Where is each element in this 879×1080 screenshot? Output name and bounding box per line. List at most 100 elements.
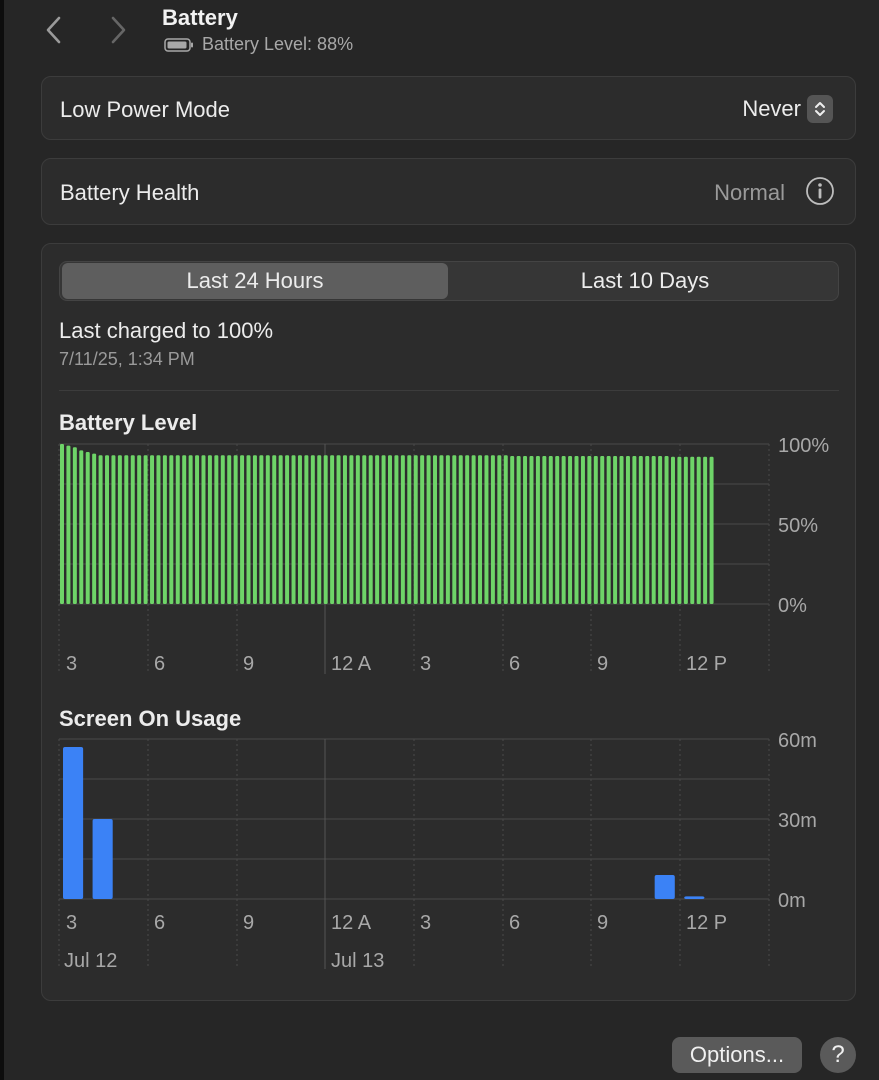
battery-bar <box>458 455 463 604</box>
battery-bar <box>561 456 566 604</box>
low-power-mode-row: Low Power Mode Never <box>41 76 856 140</box>
battery-bar <box>330 455 335 604</box>
date-label: Jul 13 <box>331 950 384 972</box>
battery-bar <box>227 455 232 604</box>
x-tick-label: 9 <box>597 653 608 675</box>
battery-bar <box>105 455 110 604</box>
battery-bar <box>497 455 502 604</box>
battery-bar <box>265 455 270 604</box>
battery-bar <box>342 455 347 604</box>
battery-bar <box>645 456 650 604</box>
tab-last-24-hours[interactable]: Last 24 Hours <box>62 263 448 299</box>
battery-bar <box>182 455 187 604</box>
battery-health-value: Normal <box>714 180 785 205</box>
battery-bar <box>304 455 309 604</box>
x-tick-label: 6 <box>154 653 165 675</box>
info-icon[interactable] <box>805 176 835 206</box>
battery-bar <box>323 455 328 604</box>
back-button[interactable] <box>34 10 74 50</box>
y-tick-label: 60m <box>778 730 817 752</box>
battery-bar <box>574 456 579 604</box>
battery-bar <box>600 456 605 604</box>
battery-bar <box>278 455 283 604</box>
battery-bar <box>252 455 257 604</box>
battery-bar <box>426 455 431 604</box>
battery-bar <box>175 455 180 604</box>
battery-bar <box>529 456 534 604</box>
battery-bar <box>555 456 560 604</box>
usage-bar <box>92 819 113 899</box>
battery-bar <box>510 456 515 604</box>
x-tick-label: 12 A <box>331 912 372 934</box>
battery-health-label: Battery Health <box>60 180 200 205</box>
battery-bar <box>420 455 425 604</box>
forward-button[interactable] <box>98 10 138 50</box>
battery-bar <box>548 456 553 604</box>
date-label: Jul 12 <box>64 950 117 972</box>
battery-bar <box>651 456 656 604</box>
help-button[interactable]: ? <box>820 1037 856 1073</box>
battery-bar <box>568 456 573 604</box>
tab-last-10-days[interactable]: Last 10 Days <box>580 268 710 293</box>
usage-history-panel: Last 24 Hours Last 10 Days Last charged … <box>41 243 856 1001</box>
battery-bar <box>375 455 380 604</box>
battery-bar <box>445 455 450 604</box>
battery-bar <box>233 455 238 604</box>
x-tick-label: 3 <box>66 912 77 934</box>
battery-bar <box>355 455 360 604</box>
options-button[interactable]: Options... <box>672 1037 802 1073</box>
battery-bar <box>413 455 418 604</box>
battery-bar <box>240 455 245 604</box>
battery-bar <box>400 455 405 604</box>
battery-bar <box>349 455 354 604</box>
x-tick-label: 3 <box>420 653 431 675</box>
battery-bar <box>690 456 695 604</box>
time-range-segmented-control: Last 24 Hours Last 10 Days <box>59 261 839 301</box>
battery-bar <box>137 455 142 604</box>
battery-level-text: Battery Level: 88% <box>202 34 354 54</box>
battery-bar <box>433 455 438 604</box>
battery-bar <box>471 455 476 604</box>
x-tick-label: 3 <box>420 912 431 934</box>
battery-bar <box>670 456 675 604</box>
y-tick-label: 0m <box>778 890 806 912</box>
page-title: Battery <box>162 5 238 30</box>
battery-bar <box>664 456 669 604</box>
divider <box>59 390 839 391</box>
battery-bar <box>452 455 457 604</box>
battery-bar <box>394 455 399 604</box>
low-power-mode-select[interactable]: Never <box>742 95 833 123</box>
battery-bar <box>638 456 643 604</box>
battery-bar <box>195 455 200 604</box>
battery-bar <box>696 456 701 604</box>
battery-bar <box>362 455 367 604</box>
y-tick-label: 50% <box>778 515 818 537</box>
battery-bar <box>98 455 103 604</box>
y-tick-label: 30m <box>778 810 817 832</box>
battery-bar <box>72 447 77 604</box>
chevron-right-icon <box>111 16 126 44</box>
battery-bar <box>169 455 174 604</box>
battery-bar <box>388 455 392 604</box>
battery-bar <box>542 456 547 604</box>
battery-level-chart-title: Battery Level <box>59 410 198 435</box>
battery-bar <box>677 456 682 604</box>
battery-icon <box>164 37 193 52</box>
battery-bar <box>381 455 386 604</box>
battery-bar <box>130 455 135 604</box>
battery-bar <box>310 455 315 604</box>
battery-bar <box>619 456 624 604</box>
battery-bar <box>703 456 708 604</box>
battery-bar <box>503 455 508 604</box>
battery-bar <box>587 456 592 604</box>
battery-bar <box>124 455 129 604</box>
battery-bar <box>593 456 598 604</box>
battery-bar <box>143 455 148 604</box>
battery-bar <box>709 456 714 604</box>
y-tick-label: 0% <box>778 595 807 617</box>
battery-health-row: Battery Health Normal <box>41 158 856 225</box>
battery-bar <box>478 455 483 604</box>
x-tick-label: 12 A <box>331 653 372 675</box>
battery-bar <box>188 455 193 604</box>
x-tick-label: 12 P <box>686 653 727 675</box>
